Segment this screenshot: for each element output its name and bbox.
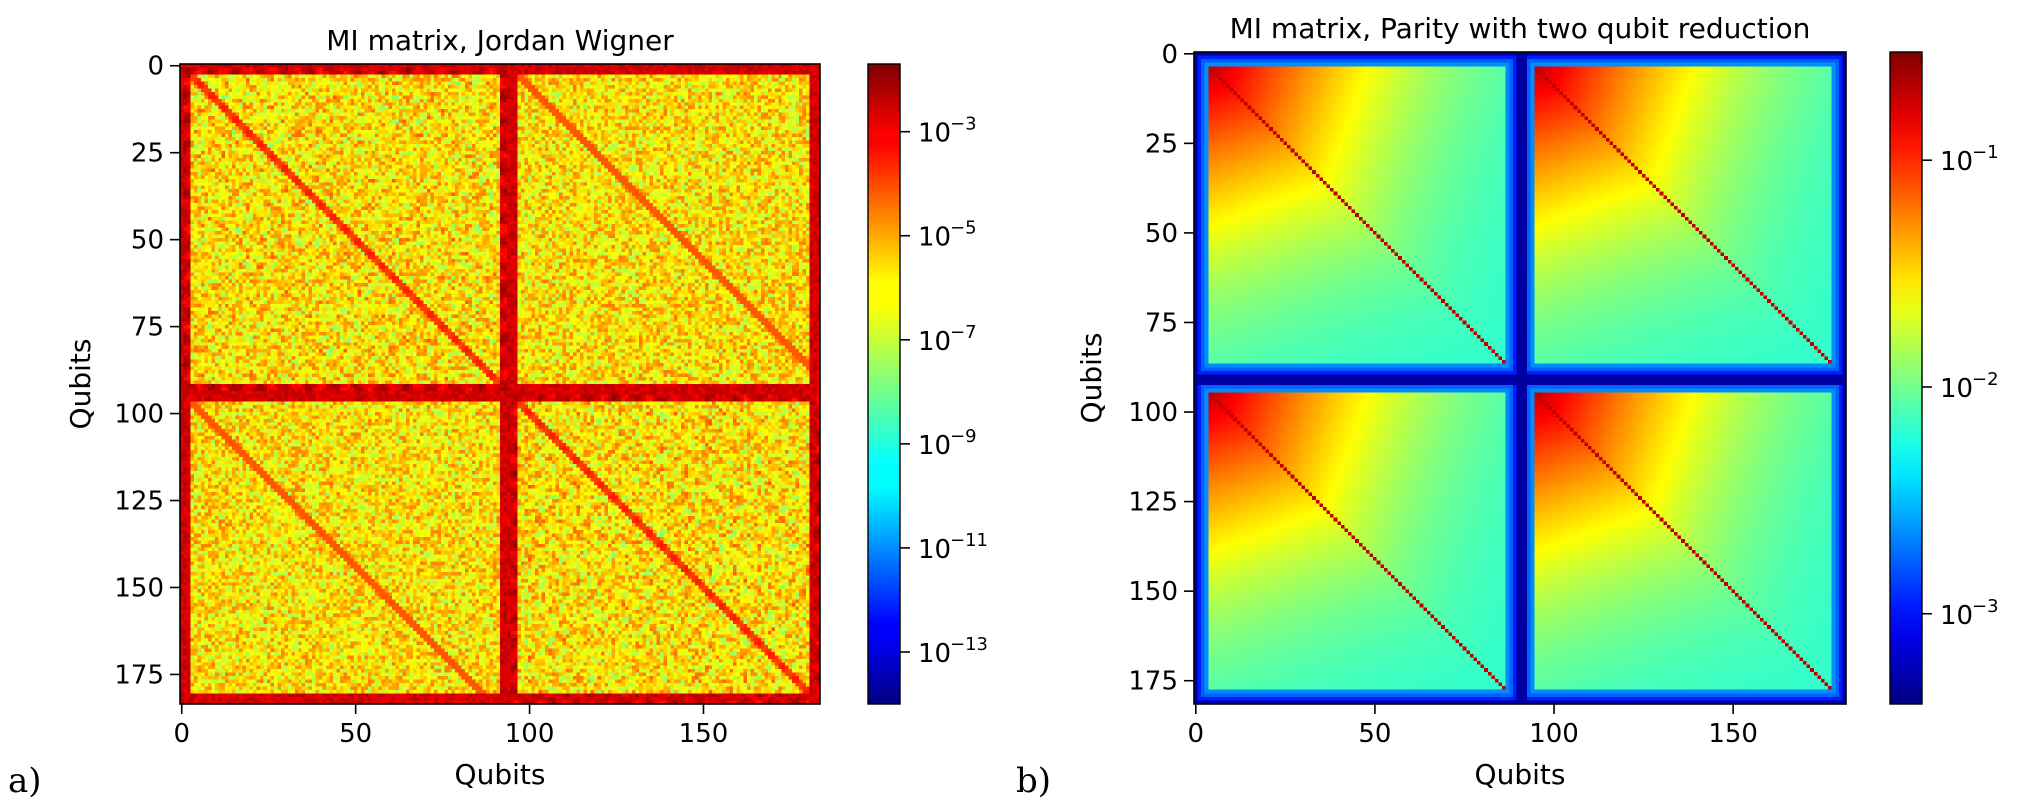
panel-a-xtick-label: 100 [505,719,555,749]
panel-b-ytick-label: 0 [1161,40,1178,70]
panel-b-ytick-label: 50 [1145,219,1178,249]
panel-a-ytick-label: 150 [114,573,164,603]
panel-a-colorbar-tick-label: 10 [918,535,951,565]
panel-a-colorbar-tick-label: 10 [918,119,951,149]
panel-b-heatmap [1194,52,1846,704]
panel-a-xtick-label: 0 [173,719,190,749]
panel-a-ytick-label: 175 [114,660,164,690]
panel-b-ytick-label: 100 [1128,398,1178,428]
panel-b-colorbar-ticks: 10−110−210−3 [1922,142,1999,631]
panel-b-colorbar-tick-label: 10 [1940,601,1973,631]
panel-b-xtick-label: 150 [1708,719,1758,749]
panel-a-heatmap-image [180,64,820,704]
panel-b-xtick-label: 50 [1358,719,1391,749]
panel-a-xtick-label: 150 [679,719,729,749]
panel-a-colorbar-tick-label: 10 [918,639,951,669]
panel-a-ticks: 0 50 100 150 0 25 50 75 100 125 150 175 [114,52,728,749]
panel-a-chart: MI matrix, Jordan Wigner 0 50 100 150 0 25 50 7… [8,24,988,801]
panel-a-letter: a) [8,761,42,801]
panel-b-ytick-label: 150 [1128,577,1178,607]
panel-a-ytick-label: 100 [114,400,164,430]
panel-a-ytick-label: 25 [131,139,164,169]
panel-b-chart: MI matrix, Parity with two qubit reducti… [1016,12,1999,801]
panel-b-ytick-label: 25 [1145,129,1178,159]
panel-b-ytick-label: 125 [1128,488,1178,518]
panel-b-colorbar-tick-exponent: −1 [1972,142,1999,163]
panel-b-heatmap-image [1194,52,1846,704]
panel-b-xlabel: Qubits [1475,758,1566,791]
panel-b-title: MI matrix, Parity with two qubit reducti… [1230,12,1811,45]
panel-a-colorbar-tick-exponent: −3 [950,114,977,135]
panel-a-ytick-label: 125 [114,487,164,517]
panel-a-xlabel: Qubits [455,758,546,791]
panel-b-xtick-label: 0 [1188,719,1205,749]
panel-a-plot-frame [179,63,821,705]
panel-a-ytick-label: 75 [131,313,164,343]
panel-a-colorbar [867,63,901,705]
panel-a-colorbar-tick-exponent: −13 [950,634,988,655]
panel-b-colorbar [1889,51,1923,705]
panel-a-colorbar-tick-label: 10 [918,431,951,461]
panel-b-colorbar-tick-label: 10 [1940,147,1973,177]
panel-b-letter: b) [1016,761,1051,801]
panel-a-ylabel: Qubits [64,339,97,430]
panel-b-ytick-label: 75 [1145,308,1178,338]
panel-a-colorbar-tick-exponent: −7 [950,322,977,343]
panel-a-ytick-label: 0 [147,52,164,82]
panel-b-colorbar-tick-label: 10 [1940,374,1973,404]
panel-a-colorbar-tick-exponent: −9 [950,426,977,447]
panel-b-xtick-label: 100 [1529,719,1579,749]
panel-a-colorbar-tick-exponent: −11 [950,530,988,551]
panel-a-ytick-label: 50 [131,226,164,256]
panel-a-title: MI matrix, Jordan Wigner [326,24,674,57]
panel-b-ytick-label: 175 [1128,667,1178,697]
panel-a-colorbar-tick-exponent: −5 [950,218,977,239]
panel-b-colorbar-tick-exponent: −3 [1972,596,1999,617]
panel-b-ylabel: Qubits [1075,333,1108,424]
panel-b-plot-frame [1193,51,1847,705]
panel-a-colorbar-tick-label: 10 [918,223,951,253]
panel-b-ticks: 0 50 100 150 0 25 50 75 100 125 150 175 [1128,40,1758,749]
panel-b-colorbar-tick-exponent: −2 [1972,369,1999,390]
panel-a-heatmap [180,64,820,704]
panel-a-colorbar-tick-label: 10 [918,327,951,357]
panel-a-xtick-label: 50 [339,719,372,749]
